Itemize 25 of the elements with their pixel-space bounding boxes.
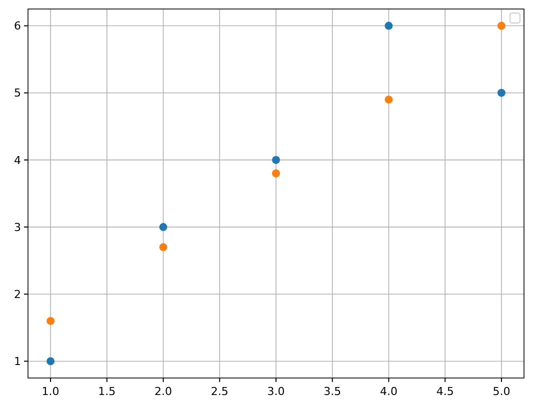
x-tick-label: 5.0 [492,385,510,398]
y-tick-label: 5 [14,86,21,100]
point [272,156,280,164]
point [159,243,168,252]
y-tick-label: 2 [14,288,21,301]
point [384,96,393,104]
point [159,223,168,232]
y-tick-label: 4 [14,154,21,167]
x-tick-label: 3.0 [267,385,285,398]
x-tick-label: 4.0 [380,385,398,398]
y-tick-label: 6 [14,20,21,33]
y-tick-label: 1 [14,355,21,368]
point [497,22,506,30]
y-tick-label: 3 [14,220,21,234]
x-tick-label: 3.5 [324,385,342,398]
point [272,169,280,178]
x-tick-label: 4.5 [436,385,454,398]
point [46,316,55,325]
point [46,357,55,366]
x-tick-label: 2.0 [154,385,172,398]
x-tick-label: 1.0 [42,385,60,398]
point [497,88,506,97]
x-tick-label: 2.5 [210,385,228,398]
point [384,22,393,30]
x-tick-label: 1.5 [98,385,116,398]
